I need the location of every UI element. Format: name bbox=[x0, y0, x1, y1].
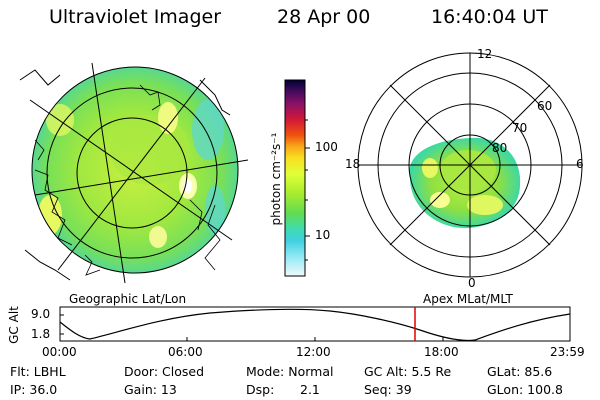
colorbar-unit-label: photon cm⁻²s⁻¹ bbox=[269, 132, 283, 226]
mode-field: Mode: Normal bbox=[246, 364, 334, 379]
colorbar-tick-10: 10 bbox=[315, 228, 331, 242]
timeline-xtick-1200: 12:00 bbox=[296, 345, 331, 359]
dsp-value: 2.1 bbox=[300, 382, 320, 397]
timeline-ytick-high: 9.0 bbox=[31, 307, 51, 321]
colorbar bbox=[284, 79, 310, 277]
gc-alt-field: GC Alt: 5.5 Re bbox=[364, 364, 452, 379]
gain-field: Gain: 13 bbox=[124, 382, 177, 397]
mlat-label-60: 60 bbox=[537, 99, 553, 113]
door-field: Door: Closed bbox=[124, 364, 205, 379]
time-label: 16:40:04 UT bbox=[431, 6, 548, 28]
date-label: 28 Apr 00 bbox=[277, 6, 371, 28]
timeline-xtick-0000: 00:00 bbox=[42, 345, 77, 359]
mlat-label-70: 70 bbox=[512, 121, 528, 135]
filter-field: Flt: LBHL bbox=[10, 364, 66, 379]
mlat-label-80: 80 bbox=[492, 141, 508, 155]
timeline-ytick-low: 1.8 bbox=[31, 327, 51, 341]
right-auroral-oval bbox=[409, 137, 521, 229]
left-map-grid bbox=[19, 62, 249, 284]
altitude-timeline bbox=[59, 306, 571, 342]
timeline-ylabel: GC Alt bbox=[7, 306, 21, 344]
mlt-label-18: 18 bbox=[345, 157, 361, 171]
left-map-label: Geographic Lat/Lon bbox=[69, 292, 187, 306]
glon-field: GLon: 100.8 bbox=[487, 382, 563, 397]
instrument-title: Ultraviolet Imager bbox=[49, 6, 222, 28]
altitude-curve bbox=[59, 308, 571, 342]
mlt-label-6: 6 bbox=[576, 157, 584, 171]
ip-field: IP: 36.0 bbox=[10, 382, 58, 397]
glat-field: GLat: 85.6 bbox=[487, 364, 553, 379]
right-map-grid bbox=[357, 52, 583, 278]
mlt-label-12: 12 bbox=[477, 47, 493, 61]
right-map-label: Apex MLat/MLT bbox=[423, 292, 513, 306]
timeline-xtick-2359: 23:59 bbox=[550, 345, 585, 359]
timeline-xtick-0600: 06:00 bbox=[168, 345, 203, 359]
dsp-label: Dsp: bbox=[246, 382, 275, 397]
timeline-xtick-1800: 18:00 bbox=[424, 345, 459, 359]
colorbar-tick-100: 100 bbox=[315, 140, 338, 154]
seq-field: Seq: 39 bbox=[364, 382, 412, 397]
mlt-label-0: 0 bbox=[468, 276, 476, 290]
